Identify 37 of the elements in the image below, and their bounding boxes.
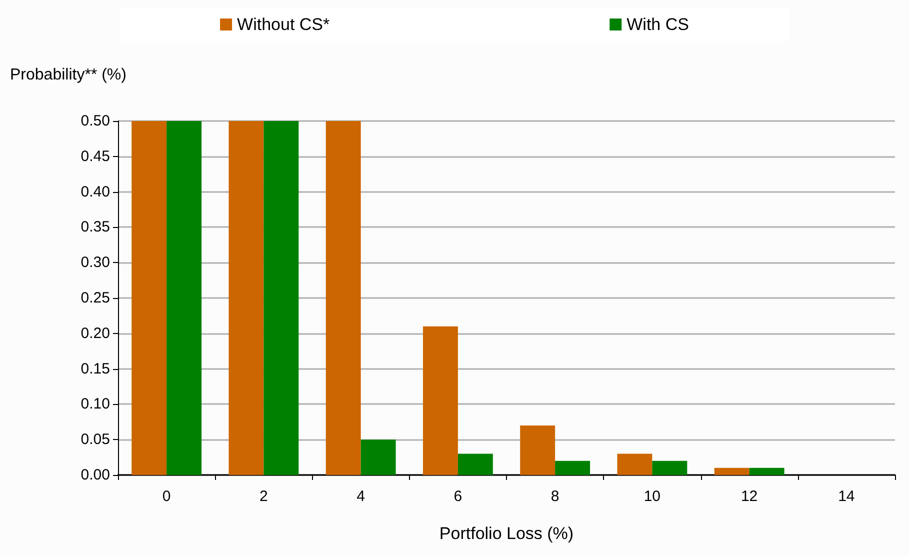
bar	[520, 425, 556, 475]
x-tick-label: 6	[454, 488, 462, 505]
y-tick-label: 0.00	[80, 466, 110, 484]
x-tick-label: 14	[838, 488, 855, 505]
y-tick-label: 0.25	[80, 290, 110, 306]
x-tick-label: 10	[644, 488, 661, 505]
y-axis-title: Probability** (%)	[10, 66, 126, 84]
bar	[132, 121, 167, 475]
legend-label: Without CS*	[237, 15, 330, 34]
y-tick-label: 0.20	[80, 324, 110, 342]
x-tick-label: 2	[260, 488, 268, 505]
y-tick-label: 0.50	[80, 112, 110, 130]
bar	[264, 121, 299, 475]
y-tick-label: 0.15	[80, 360, 110, 378]
x-tick-label: 12	[740, 488, 758, 505]
bar	[422, 326, 458, 475]
y-tick-label: 0.05	[80, 431, 110, 448]
y-tick-label: 0.30	[80, 254, 110, 272]
bar	[360, 440, 396, 475]
bar	[166, 121, 202, 475]
bar	[652, 460, 688, 475]
x-axis-title: Portfolio Loss (%)	[439, 524, 574, 543]
bar	[326, 121, 361, 475]
bar	[458, 454, 493, 475]
bar	[749, 468, 784, 475]
x-tick-label: 0	[162, 488, 171, 505]
bar	[714, 468, 750, 475]
x-tick-label: 4	[356, 488, 365, 505]
bar	[555, 460, 590, 475]
y-tick-label: 0.45	[80, 148, 110, 165]
y-tick-label: 0.35	[80, 218, 110, 236]
y-tick-label: 0.10	[80, 396, 110, 413]
x-tick-label: 8	[550, 488, 560, 505]
y-tick-label: 0.40	[80, 183, 110, 200]
bar	[617, 454, 652, 475]
bar	[228, 121, 264, 475]
legend-label: With CS	[626, 15, 689, 34]
